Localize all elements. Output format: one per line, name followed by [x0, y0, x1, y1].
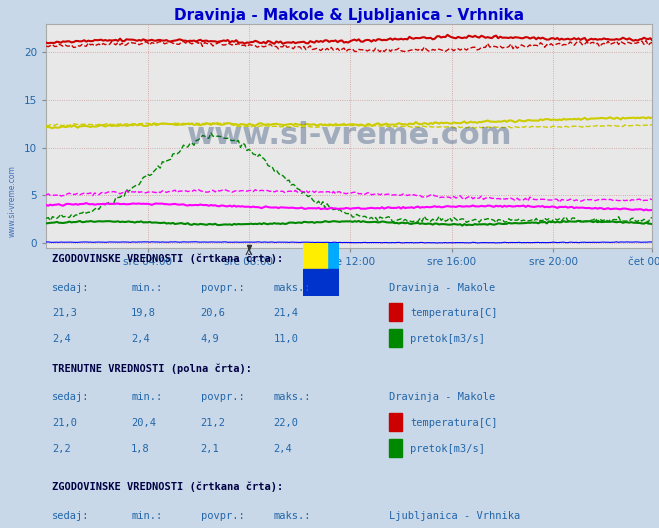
Text: maks.:: maks.: [273, 282, 311, 293]
Text: min.:: min.: [131, 282, 162, 293]
Text: Ljubljanica - Vrhnika: Ljubljanica - Vrhnika [389, 511, 520, 521]
Text: 2,2: 2,2 [52, 444, 71, 454]
Text: povpr.:: povpr.: [201, 511, 244, 521]
Bar [389, 329, 402, 347]
Text: temperatura[C]: temperatura[C] [410, 308, 498, 318]
Bar [389, 413, 402, 431]
Text: 21,2: 21,2 [201, 418, 226, 428]
Text: 4,9: 4,9 [201, 334, 219, 344]
Text: 2,1: 2,1 [201, 444, 219, 454]
Text: Dravinja - Makole: Dravinja - Makole [389, 392, 495, 402]
Text: sedaj:: sedaj: [52, 282, 90, 293]
Text: min.:: min.: [131, 511, 162, 521]
Text: 21,0: 21,0 [52, 418, 77, 428]
Text: 19,8: 19,8 [131, 308, 156, 318]
Text: 21,3: 21,3 [52, 308, 77, 318]
Text: 2,4: 2,4 [52, 334, 71, 344]
Text: TRENUTNE VREDNOSTI (polna črta):: TRENUTNE VREDNOSTI (polna črta): [52, 363, 252, 374]
Text: min.:: min.: [131, 392, 162, 402]
Text: 20,6: 20,6 [201, 308, 226, 318]
Text: 2,4: 2,4 [131, 334, 150, 344]
Title: Dravinja - Makole & Ljubljanica - Vrhnika: Dravinja - Makole & Ljubljanica - Vrhnik… [174, 7, 525, 23]
Text: 20,4: 20,4 [131, 418, 156, 428]
Text: www.si-vreme.com: www.si-vreme.com [7, 165, 16, 237]
Bar [389, 303, 402, 321]
Text: 11,0: 11,0 [273, 334, 299, 344]
Text: ZGODOVINSKE VREDNOSTI (črtkana črta):: ZGODOVINSKE VREDNOSTI (črtkana črta): [52, 253, 283, 264]
Bar [389, 439, 402, 457]
Text: povpr.:: povpr.: [201, 392, 244, 402]
Text: www.si-vreme.com: www.si-vreme.com [186, 121, 512, 150]
Text: povpr.:: povpr.: [201, 282, 244, 293]
Text: pretok[m3/s]: pretok[m3/s] [410, 334, 485, 344]
Text: ZGODOVINSKE VREDNOSTI (črtkana črta):: ZGODOVINSKE VREDNOSTI (črtkana črta): [52, 482, 283, 493]
Text: maks.:: maks.: [273, 392, 311, 402]
Text: 1,8: 1,8 [131, 444, 150, 454]
Text: sedaj:: sedaj: [52, 392, 90, 402]
Text: 2,4: 2,4 [273, 444, 292, 454]
Text: pretok[m3/s]: pretok[m3/s] [410, 444, 485, 454]
Bar [303, 269, 339, 296]
Text: sedaj:: sedaj: [52, 511, 90, 521]
Bar [303, 243, 328, 269]
Text: 21,4: 21,4 [273, 308, 299, 318]
Text: Dravinja - Makole: Dravinja - Makole [389, 282, 495, 293]
Text: maks.:: maks.: [273, 511, 311, 521]
Text: 22,0: 22,0 [273, 418, 299, 428]
Text: temperatura[C]: temperatura[C] [410, 418, 498, 428]
